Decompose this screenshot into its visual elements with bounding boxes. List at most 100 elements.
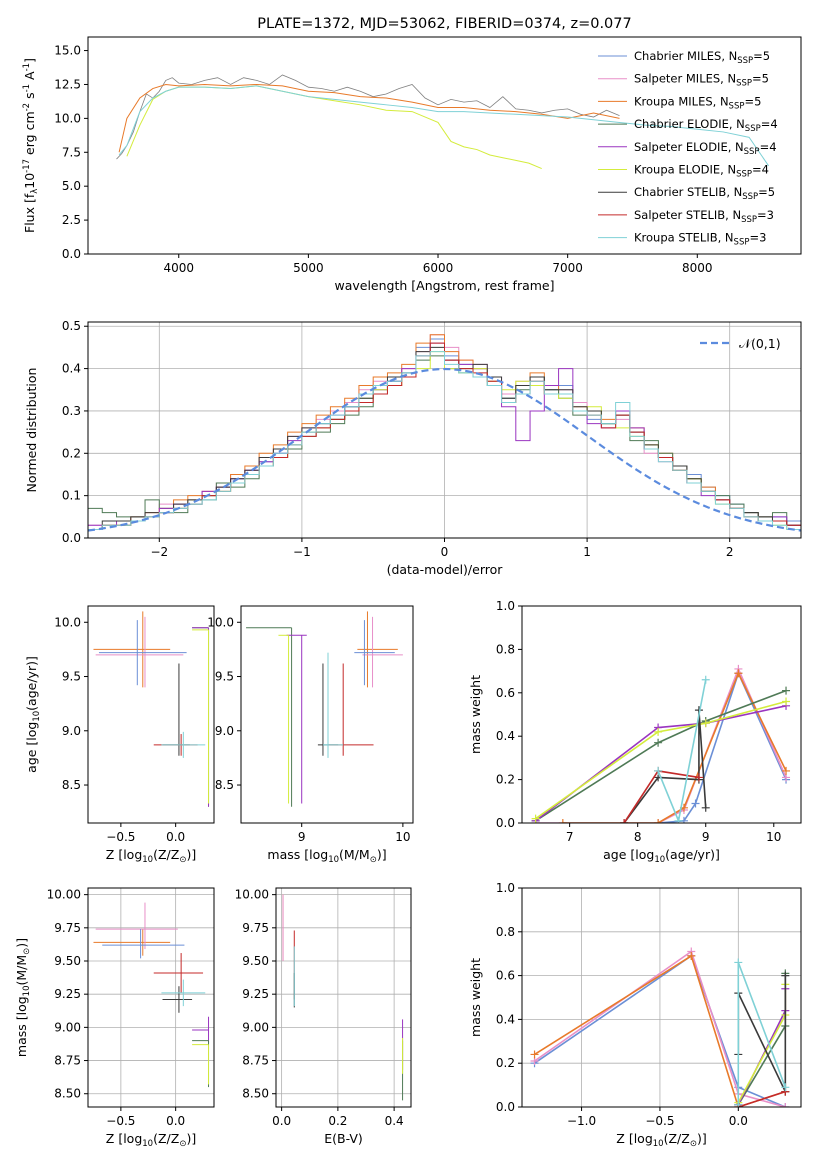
y-axis-label: mass weight [468, 958, 483, 1037]
y-tick-label: 2.5 [62, 213, 81, 227]
legend-label: Chabrier STELIB, NSSP=5 [634, 185, 775, 202]
y-tick-label: 9.5 [215, 670, 234, 684]
x-axis-label: Z [log10(Z/Z⊙)] [106, 1131, 196, 1149]
legend-label: Chabrier MILES, NSSP=5 [634, 49, 770, 66]
axes-frame [87, 36, 802, 255]
y-tick-label: 10.00 [47, 888, 81, 902]
legend-label: Salpeter ELODIE, NSSP=4 [634, 140, 777, 157]
y-tick-label: 0.6 [496, 969, 515, 983]
weight-point [558, 819, 567, 823]
chart-residuals: −2 −1 0 1 2 0.0 0.1 0.2 0.3 0.4 0.5 (data-model)/er… [24, 319, 802, 577]
y-tick-label: 9.50 [54, 954, 81, 968]
spectrum-model-line [118, 83, 620, 153]
plot-area [246, 611, 403, 807]
legend-label: Salpeter STELIB, NSSP=3 [634, 208, 774, 225]
x-tick-label: 0.4 [385, 1114, 404, 1128]
x-axis-label: Z [log10(Z/Z⊙)] [106, 847, 196, 865]
weight-point [781, 1103, 790, 1107]
x-axis-label: Z [log10(Z/Z⊙)] [616, 1131, 706, 1149]
weight-line [562, 671, 787, 823]
y-tick-label: 10.00 [235, 888, 269, 902]
y-tick-label: 0.2 [62, 446, 81, 460]
y-tick-label: 8.75 [242, 1054, 269, 1068]
x-axis-label: wavelength [Angstrom, rest frame] [334, 278, 554, 293]
weight-point [654, 766, 663, 775]
y-axis-label: Normed distribution [24, 368, 39, 493]
y-tick-label: 0.2 [496, 1056, 515, 1070]
y-tick-label: 8.5 [62, 778, 81, 792]
axes-frame [87, 605, 215, 824]
spectrum-model-line [118, 85, 770, 167]
x-tick-label: 2 [726, 545, 734, 559]
chart-spectrum: 4000 5000 6000 7000 8000 0.0 2.5 5.0 7.5 10.0 12.5… [22, 16, 802, 293]
weight-point [694, 773, 703, 782]
y-axis-label: Flux [fλ10-17 erg cm-2 s-1 A-1] [22, 58, 40, 233]
weight-line [535, 705, 787, 822]
y-tick-label: 0.0 [496, 1100, 515, 1114]
y-tick-label: 8.75 [54, 1054, 81, 1068]
weight-point [781, 1083, 790, 1092]
legend: Chabrier MILES, NSSP=5 Salpeter MILES, NS… [598, 49, 778, 248]
legend-label: Kroupa MILES, NSSP=5 [634, 94, 761, 111]
chart-mass-vs-Z: −0.5 0.0 8.50 8.75 9.00 9.25 9.50 9.75 10.00 Z [l… [14, 887, 215, 1149]
y-tick-label: 9.0 [62, 724, 81, 738]
spectrum-model-line [126, 85, 542, 170]
spectrum-data-line [116, 74, 620, 160]
x-tick-label: −0.5 [106, 1114, 135, 1128]
weight-point [674, 816, 683, 823]
y-tick-label: 8.50 [54, 1087, 81, 1101]
weight-point [691, 799, 700, 808]
y-tick-label: 0.4 [496, 1012, 515, 1026]
chart-weight-vs-Z: −1.0 −0.5 0.0 0.0 0.2 0.4 0.6 0.8 1.0 Z [log10(Z/… [468, 881, 802, 1149]
y-tick-label: 9.75 [242, 921, 269, 935]
plot-area [93, 902, 210, 1088]
weight-line [738, 1090, 786, 1107]
y-axis-label: mass weight [468, 675, 483, 754]
x-tick-label: 1 [583, 545, 591, 559]
y-tick-label: 0.8 [496, 925, 515, 939]
x-tick-label: 0.0 [166, 1114, 185, 1128]
axes-frame [521, 887, 802, 1108]
axes-frame [87, 887, 215, 1108]
weight-point [734, 1100, 743, 1107]
weight-point [530, 1050, 539, 1059]
x-axis-label: mass [log10(M/M⊙)] [267, 847, 386, 865]
weight-line [535, 700, 787, 820]
x-tick-label: 0.0 [729, 1114, 748, 1128]
y-tick-label: 0.3 [62, 404, 81, 418]
y-tick-label: 10.0 [54, 111, 81, 125]
plot-area [530, 947, 790, 1107]
x-axis-label: E(B-V) [324, 1131, 363, 1146]
weight-point [782, 766, 791, 775]
chart-age-vs-Z: −0.5 0.0 8.5 9.0 9.5 10.0 Z [log10(Z/Z⊙)] age [… [24, 605, 215, 865]
weight-line [535, 689, 787, 822]
weight-point [734, 669, 743, 678]
y-tick-label: 15.0 [54, 44, 81, 58]
x-tick-label: −2 [150, 545, 168, 559]
plot-area [116, 74, 770, 170]
x-tick-label: 7000 [552, 261, 583, 275]
y-tick-label: 10.0 [54, 615, 81, 629]
y-axis-label: mass [log10(M/M⊙)] [14, 938, 32, 1057]
weight-line [737, 975, 787, 1093]
x-tick-label: 9 [702, 830, 710, 844]
weight-point [734, 958, 743, 967]
y-tick-label: 0.1 [62, 489, 81, 503]
y-tick-label: 8.5 [215, 778, 234, 792]
y-tick-label: 9.25 [242, 987, 269, 1001]
weight-point [654, 738, 663, 747]
x-tick-label: 10 [766, 830, 781, 844]
axes-frame [240, 605, 414, 824]
weight-point [781, 971, 790, 980]
x-tick-label: −1.0 [567, 1114, 596, 1128]
y-tick-label: 0.0 [62, 531, 81, 545]
plot-area [282, 894, 404, 1101]
y-tick-label: 5.0 [62, 179, 81, 193]
legend-label: Kroupa STELIB, NSSP=3 [634, 231, 766, 248]
weight-line [534, 950, 786, 1107]
x-tick-label: 9 [298, 830, 306, 844]
legend-label: Chabrier ELODIE, NSSP=4 [634, 117, 778, 134]
weight-point [531, 814, 540, 823]
y-tick-label: 0.5 [62, 319, 81, 333]
